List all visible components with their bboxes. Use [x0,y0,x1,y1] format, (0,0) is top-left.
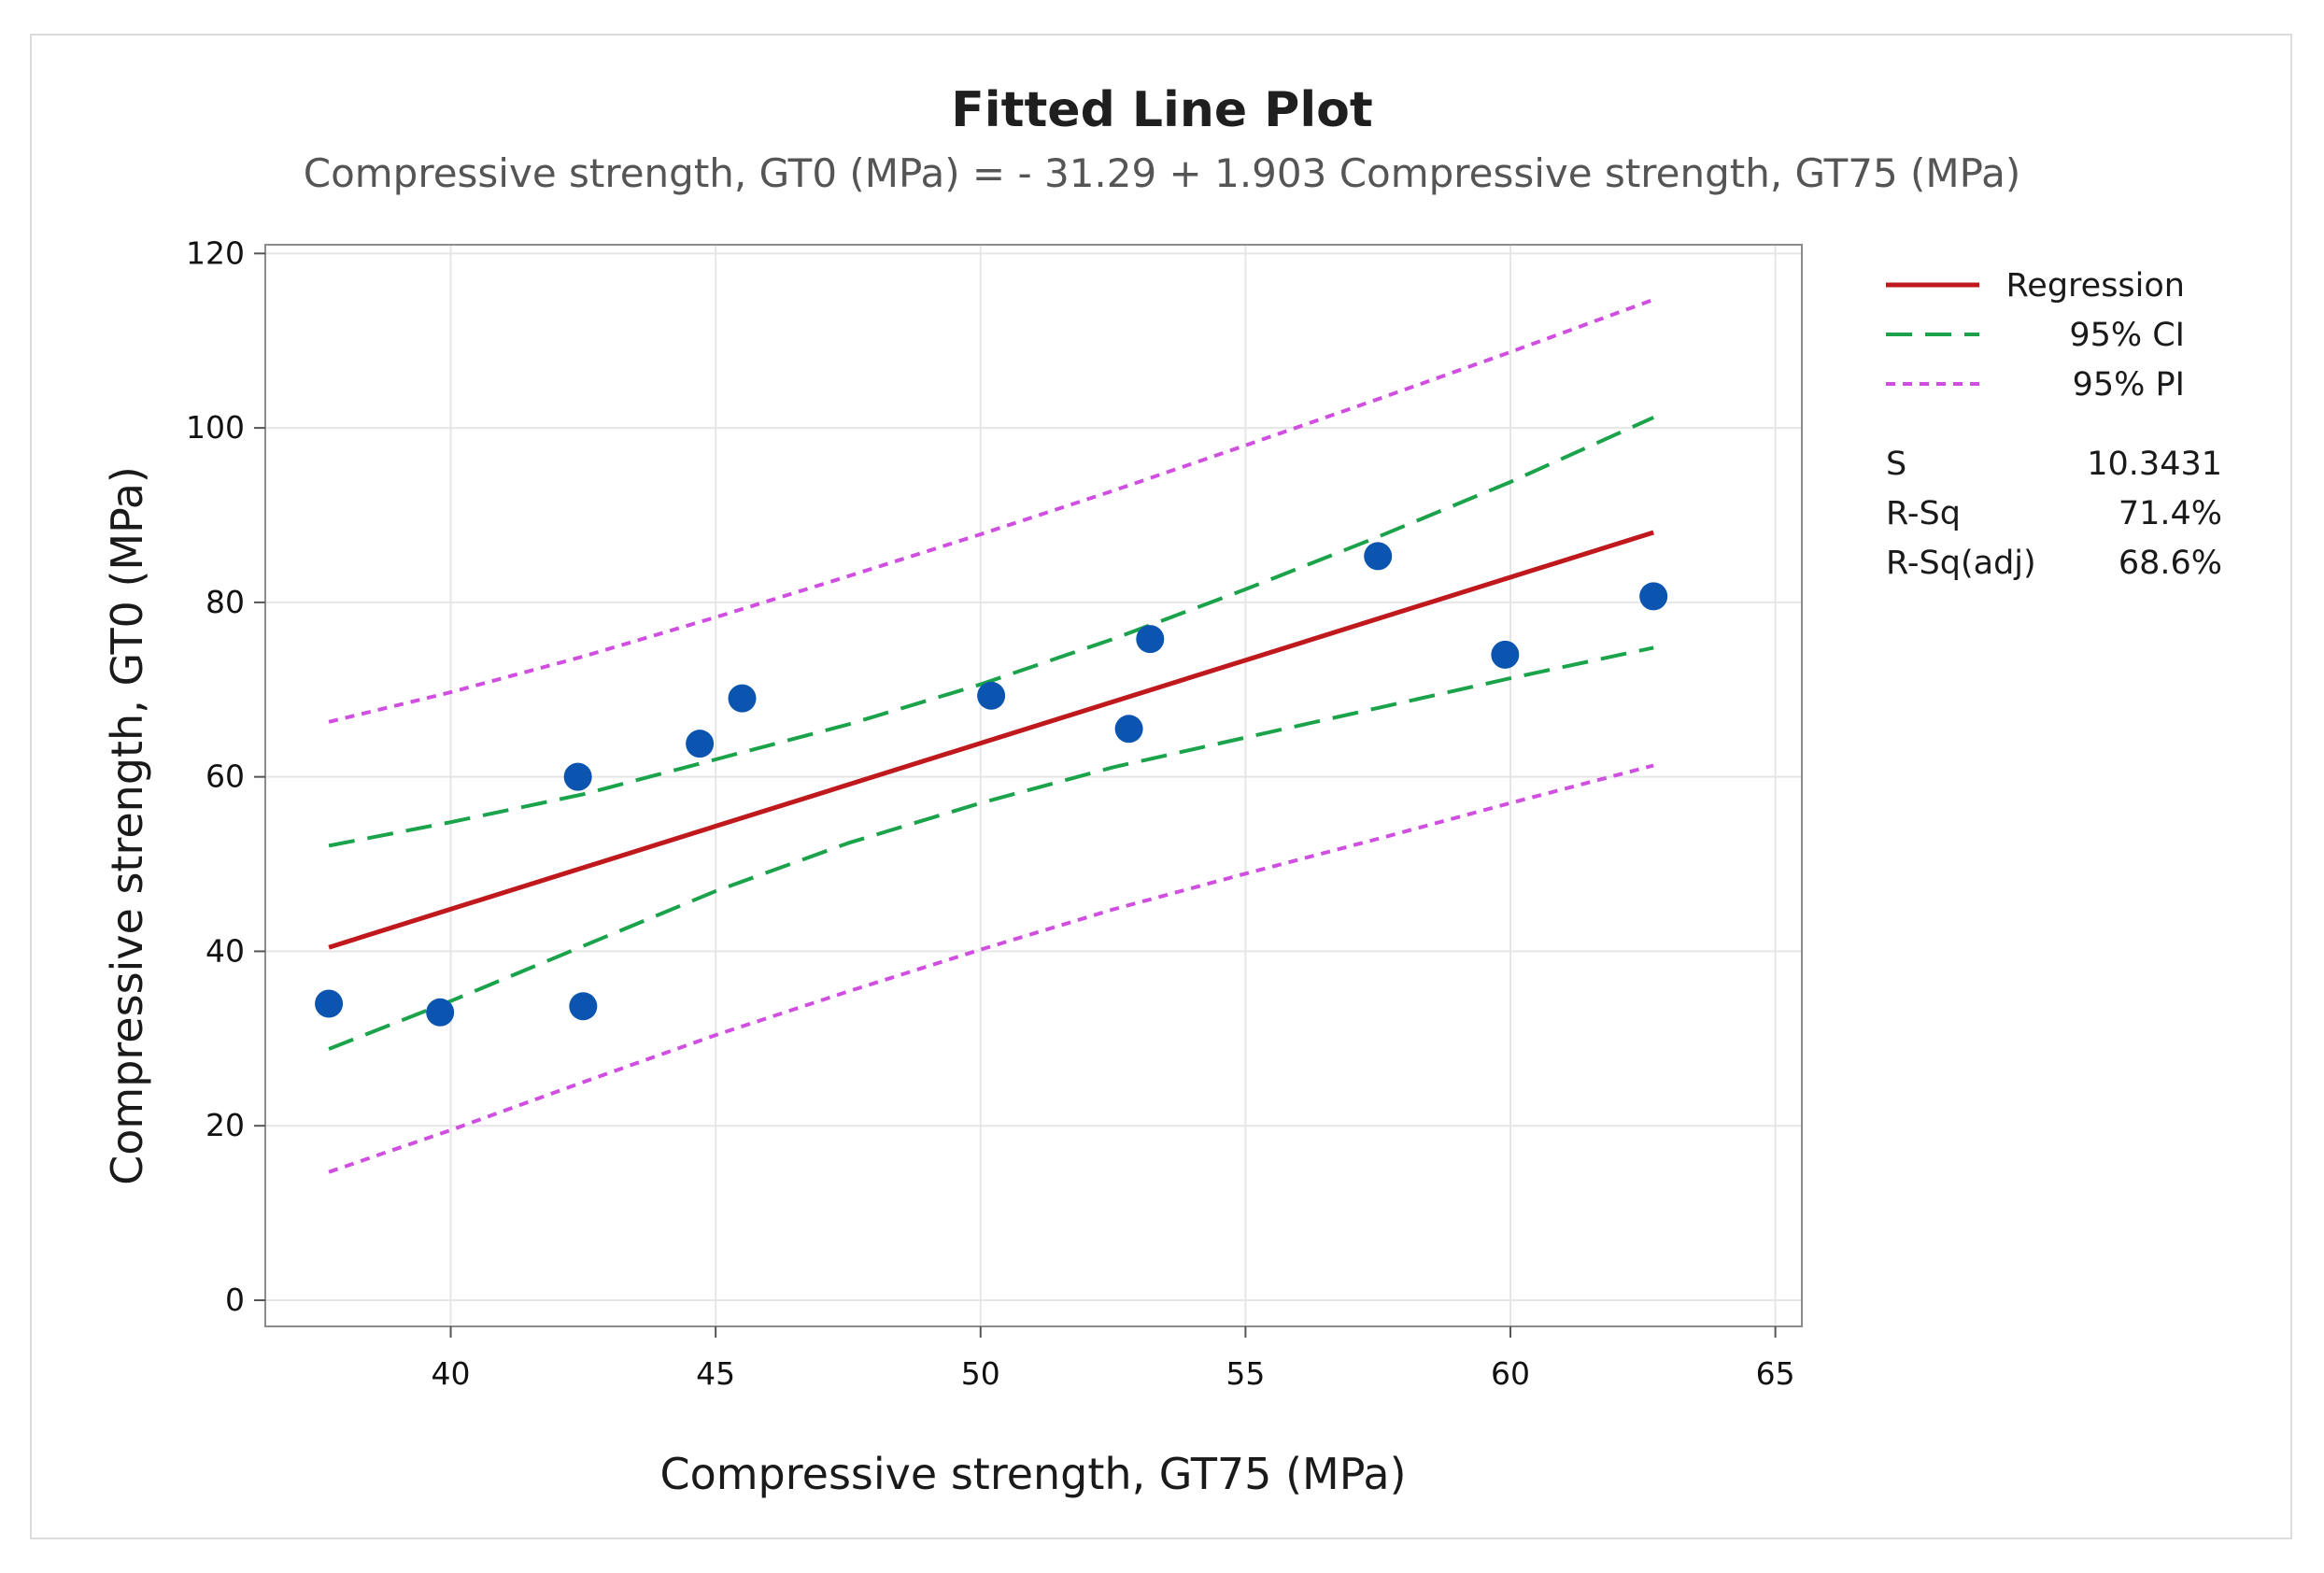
data-point [563,762,592,791]
plot-area-frame [264,244,1803,1327]
data-point [569,992,598,1021]
data-point [1136,625,1165,654]
95-pi-upper-line [328,297,1654,724]
data-point [977,681,1006,710]
data-point [315,989,344,1018]
legend-label: 95% PI [2073,366,2185,404]
x-tick-label: 60 [1491,1355,1530,1392]
data-point [1114,715,1143,744]
data-point [426,998,455,1027]
x-axis-label: Compressive strength, GT75 (MPa) [659,1449,1406,1499]
regression-line [328,530,1654,950]
fitted-line-plot: Fitted Line Plot Compressive strength, G… [102,82,2222,1499]
data-points [315,542,1668,1027]
y-tick-label: 120 [186,234,245,271]
data-point [1491,640,1520,669]
y-tick-label: 100 [186,409,245,446]
95-ci-upper-line [328,416,1655,848]
chart-frame: Fitted Line Plot Compressive strength, G… [30,34,2292,1539]
y-tick-label: 60 [205,758,245,795]
data-point [1639,582,1668,611]
stat-label: S [1886,446,1906,483]
95-ci-lower-line [328,645,1654,1051]
data-point [1364,542,1393,571]
legend-label: 95% CI [2069,317,2185,354]
stat-value: 71.4% [2119,495,2222,532]
stat-label: R-Sq [1886,495,1961,532]
fit-statistics: S 10.3431 R-Sq 71.4% R-Sq(adj) 68.6% [1886,446,2222,582]
y-tick-label: 40 [205,932,245,969]
x-tick-label: 65 [1756,1355,1795,1392]
95-pi-lower-line [328,763,1654,1174]
stat-value: 10.3431 [2087,446,2222,483]
y-tick-label: 0 [225,1282,245,1318]
x-tick-label: 45 [696,1355,735,1392]
chart-subtitle: Compressive strength, GT0 (MPa) = - 31.2… [304,150,2020,196]
stat-label: R-Sq(adj) [1886,545,2036,582]
axes: 40 45 50 55 60 65 0 20 40 60 80 100 120 [186,234,1795,1392]
y-axis-label: Compressive strength, GT0 (MPa) [102,466,152,1185]
x-tick-label: 40 [432,1355,471,1392]
x-tick-label: 50 [961,1355,1000,1392]
stat-value: 68.6% [2119,545,2222,582]
y-tick-label: 80 [205,584,245,620]
x-tick-label: 55 [1226,1355,1265,1392]
legend-label: Regression [2006,267,2185,305]
grid-lines [265,245,1802,1326]
data-point [728,684,757,713]
chart-title: Fitted Line Plot [951,82,1373,138]
legend: Regression 95% CI 95% PI [1886,267,2185,404]
data-point [686,730,715,758]
series-lines [328,297,1655,1174]
y-tick-label: 20 [205,1107,245,1143]
